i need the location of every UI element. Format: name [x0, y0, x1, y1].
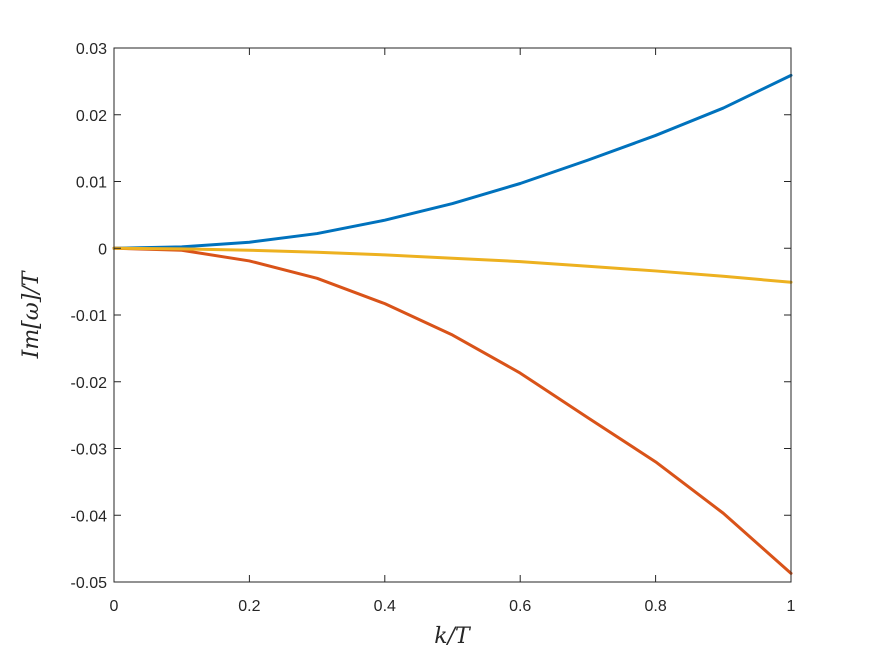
- y-tick-label: 0.03: [76, 41, 107, 58]
- x-axis-label: k/T: [434, 624, 472, 649]
- y-tick-label: 0.01: [76, 175, 107, 192]
- series-layer: [112, 73, 793, 575]
- series-line-2: [112, 246, 793, 575]
- y-tick-label: -0.03: [71, 442, 108, 459]
- x-tick-label: 0.2: [238, 598, 260, 615]
- y-tick-label: 0.02: [76, 108, 107, 125]
- y-tick-label: -0.04: [71, 508, 108, 525]
- series-line-3: [112, 246, 793, 284]
- x-tick-label: 0: [110, 598, 119, 615]
- tick-layer: 0 0.2 0.4 0.6 0.8 1 -0.05 -0.04 -0.03 -0.02 -0.01 0…: [71, 41, 796, 615]
- y-tick-label: -0.05: [71, 575, 108, 592]
- x-tick-label: 1: [787, 598, 796, 615]
- plot-area: [114, 48, 791, 582]
- y-tick-label: -0.01: [71, 308, 108, 325]
- x-tick-label: 0.4: [374, 598, 396, 615]
- y-axis-label: Im[ω]/T: [19, 269, 44, 359]
- y-tick-label: -0.02: [71, 375, 108, 392]
- series-line-1: [112, 73, 793, 250]
- x-tick-label: 0.6: [509, 598, 531, 615]
- y-tick-label: 0: [98, 241, 107, 258]
- x-tick-label: 0.8: [644, 598, 666, 615]
